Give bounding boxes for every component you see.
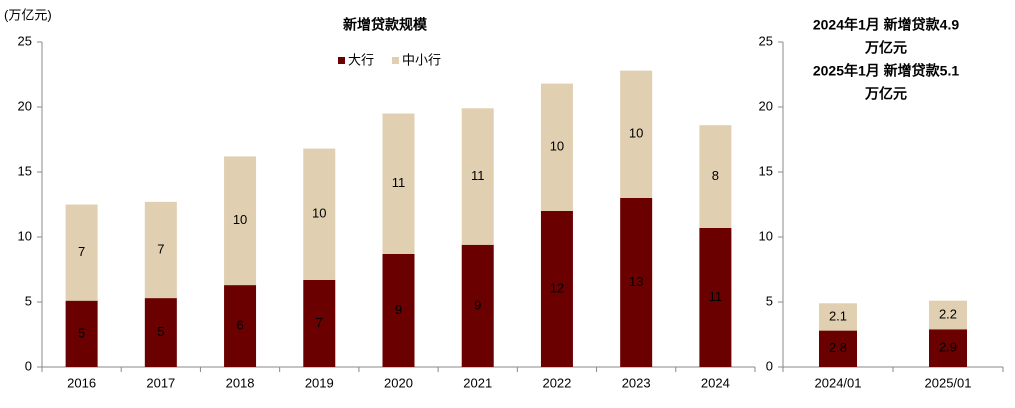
bar-segment bbox=[224, 285, 257, 367]
bar-segment bbox=[303, 279, 336, 367]
bar-segment bbox=[65, 204, 98, 301]
annotation: 万亿元 bbox=[864, 86, 907, 102]
x-tick-label: 2024 bbox=[701, 375, 730, 390]
y-tick-label: 25 bbox=[759, 33, 773, 48]
data-label: 7 bbox=[157, 241, 164, 256]
data-label: 6 bbox=[236, 317, 243, 332]
bar-segment bbox=[382, 253, 415, 367]
bar-segment bbox=[819, 330, 857, 367]
annotation: 2024年1月 新增贷款4.9 bbox=[813, 17, 959, 33]
data-label: 2.9 bbox=[939, 340, 957, 355]
y-axis-label: (万亿元) bbox=[4, 7, 52, 22]
x-tick-label: 2025/01 bbox=[925, 375, 972, 390]
data-label: 10 bbox=[629, 126, 643, 141]
data-label: 9 bbox=[474, 297, 481, 312]
x-tick-label: 2019 bbox=[305, 375, 334, 390]
bar-segment bbox=[224, 156, 257, 286]
y-tick-label: 15 bbox=[759, 163, 773, 178]
data-label: 5 bbox=[157, 324, 164, 339]
x-tick-label: 2021 bbox=[463, 375, 492, 390]
bar-segment bbox=[461, 108, 494, 245]
data-label: 8 bbox=[712, 168, 719, 183]
x-tick-label: 2017 bbox=[146, 375, 175, 390]
bar-segment bbox=[620, 198, 653, 367]
x-tick-label: 2023 bbox=[622, 375, 651, 390]
legend-swatch bbox=[392, 57, 400, 64]
data-label: 7 bbox=[316, 315, 323, 330]
bar-segment bbox=[382, 113, 415, 254]
data-label: 12 bbox=[550, 280, 564, 295]
data-label: 5 bbox=[78, 325, 85, 340]
data-label: 10 bbox=[312, 206, 326, 221]
data-label: 2.2 bbox=[939, 306, 957, 321]
data-label: 11 bbox=[471, 168, 485, 183]
bar-segment bbox=[461, 244, 494, 367]
y-tick-label: 5 bbox=[766, 293, 773, 308]
legend-swatch bbox=[338, 57, 345, 64]
y-tick-label: 15 bbox=[18, 163, 32, 178]
x-tick-label: 2022 bbox=[542, 375, 571, 390]
annotation: 万亿元 bbox=[864, 40, 907, 56]
x-tick-label: 2016 bbox=[67, 375, 96, 390]
x-tick-label: 2018 bbox=[226, 375, 255, 390]
bar-segment bbox=[540, 211, 573, 367]
y-tick-label: 20 bbox=[759, 98, 773, 113]
y-tick-label: 0 bbox=[766, 358, 773, 373]
x-tick-label: 2024/01 bbox=[815, 375, 862, 390]
legend-label: 中小行 bbox=[402, 52, 441, 67]
bar-segment bbox=[699, 125, 732, 228]
bar-segment bbox=[540, 83, 573, 211]
bar-segment bbox=[819, 303, 857, 331]
y-tick-label: 10 bbox=[759, 228, 773, 243]
chart-title: 新增贷款规模 bbox=[343, 17, 428, 33]
data-label: 11 bbox=[392, 175, 406, 190]
annotation: 2025年1月 新增贷款5.1 bbox=[813, 63, 959, 79]
bar-segment bbox=[929, 300, 967, 330]
y-tick-label: 10 bbox=[18, 228, 32, 243]
data-label: 2.1 bbox=[829, 308, 847, 323]
data-label: 10 bbox=[550, 139, 564, 154]
data-label: 10 bbox=[233, 212, 247, 227]
data-label: 11 bbox=[709, 289, 723, 304]
y-tick-label: 5 bbox=[25, 293, 32, 308]
bar-segment bbox=[144, 201, 177, 299]
x-tick-label: 2020 bbox=[384, 375, 413, 390]
data-label: 2.8 bbox=[829, 340, 847, 355]
y-tick-label: 0 bbox=[25, 358, 32, 373]
bar-segment bbox=[620, 70, 653, 198]
bar-segment bbox=[929, 329, 967, 367]
bar-segment bbox=[144, 298, 177, 367]
y-tick-label: 25 bbox=[18, 33, 32, 48]
bar-segment bbox=[699, 227, 732, 367]
data-label: 9 bbox=[395, 302, 402, 317]
data-label: 13 bbox=[629, 274, 643, 289]
legend-label: 大行 bbox=[348, 52, 374, 67]
y-tick-label: 20 bbox=[18, 98, 32, 113]
bar-segment bbox=[65, 300, 98, 367]
data-label: 7 bbox=[78, 244, 85, 259]
bar-segment bbox=[303, 148, 336, 280]
